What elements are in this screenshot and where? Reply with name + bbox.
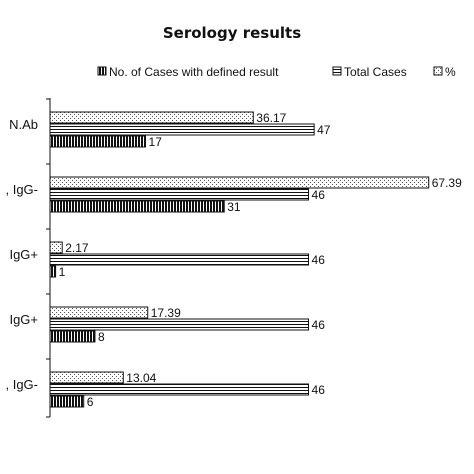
bar-series1-cat0 (49, 123, 315, 136)
bar-series1-cat3 (49, 318, 310, 331)
data-label-series1-cat4: 46 (312, 383, 326, 397)
category-label-0: N.Ab (9, 117, 38, 132)
legend-swatch-1 (332, 66, 342, 76)
data-label-series2-cat0: 36.17 (256, 111, 286, 125)
legend-label-1: Total Cases (344, 65, 407, 79)
plot-area: N.Ab 36.17 47 17 , IgG- 67.39 46 31 IgG+ 2.17 46 1 I… (5, 98, 462, 418)
data-label-series2-cat4: 13.04 (126, 371, 156, 385)
chart-title: Serology results (163, 24, 301, 42)
legend-swatch-2 (433, 66, 443, 76)
data-label-series0-cat3: 8 (98, 330, 105, 344)
bar-series0-cat0 (49, 135, 147, 148)
category-label-4: , IgG- (5, 377, 38, 392)
bar-series0-cat2 (49, 265, 57, 278)
bar-series0-cat3 (49, 330, 96, 343)
data-label-series2-cat1: 67.39 (432, 176, 462, 190)
bar-series2-cat2 (49, 241, 63, 254)
data-label-series1-cat0: 47 (317, 123, 331, 137)
bar-series2-cat1 (49, 176, 430, 189)
data-label-series0-cat0: 17 (149, 135, 163, 149)
legend-label-0: No. of Cases with defined result (109, 65, 279, 79)
bar-series1-cat4 (49, 383, 310, 396)
bar-series1-cat2 (49, 253, 310, 266)
bar-series2-cat0 (49, 111, 254, 124)
bar-series2-cat3 (49, 306, 149, 319)
legend-swatch-0 (97, 66, 107, 76)
legend: No. of Cases with defined result Total Ca… (97, 65, 456, 79)
legend-label-2: % (445, 65, 456, 79)
data-label-series1-cat2: 46 (312, 253, 326, 267)
category-label-2: IgG+ (9, 247, 38, 262)
data-label-series0-cat2: 1 (59, 265, 66, 279)
category-label-3: IgG+ (9, 312, 38, 327)
data-label-series0-cat4: 6 (87, 395, 94, 409)
bar-series2-cat4 (49, 371, 124, 384)
bar-series0-cat4 (49, 395, 85, 408)
data-label-series1-cat3: 46 (312, 318, 326, 332)
bar-series1-cat1 (49, 188, 310, 201)
data-label-series2-cat2: 2.17 (65, 241, 89, 255)
data-label-series2-cat3: 17.39 (151, 306, 181, 320)
data-label-series0-cat1: 31 (227, 200, 241, 214)
data-label-series1-cat1: 46 (312, 188, 326, 202)
bar-series0-cat1 (49, 200, 225, 213)
category-label-1: , IgG- (5, 182, 38, 197)
